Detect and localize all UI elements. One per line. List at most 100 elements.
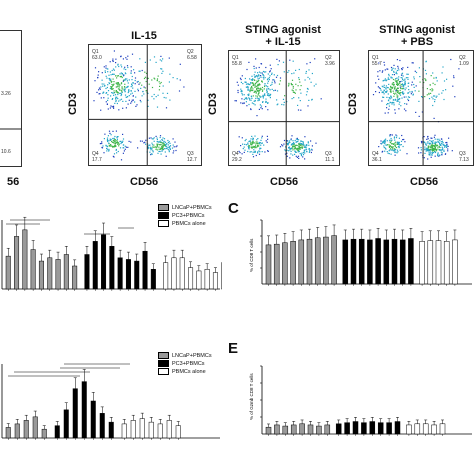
flow-dot: [249, 91, 251, 93]
flow-dot: [258, 75, 260, 77]
flow-dot: [433, 136, 435, 138]
flow-dot: [384, 141, 386, 143]
flow-dot: [289, 141, 291, 143]
flow-dot: [109, 71, 111, 73]
flow-dot: [266, 79, 269, 81]
flow-dot: [114, 135, 116, 138]
flow-dot: [427, 146, 430, 148]
flow-dot: [438, 149, 441, 151]
flow-dot: [299, 142, 301, 144]
flow-dot: [132, 95, 134, 97]
flow-dot: [395, 78, 397, 80]
flow-dot: [112, 130, 114, 132]
flow-dot: [250, 144, 252, 146]
flow-dot: [150, 137, 152, 139]
flow-dot: [273, 79, 275, 81]
flow-dot: [302, 143, 304, 145]
flow-dot: [391, 87, 393, 89]
flow-dot: [118, 109, 120, 111]
flow-dot: [397, 79, 399, 81]
flow-dot: [427, 135, 429, 138]
flow-dot: [111, 98, 113, 100]
flow-dot: [114, 94, 117, 96]
flow-dot: [441, 92, 443, 94]
flow-dot: [286, 155, 288, 157]
flow-dot: [434, 138, 436, 140]
flow-dot: [382, 96, 384, 98]
flow-dot: [432, 150, 434, 152]
flow-dot: [390, 77, 392, 79]
flow-dot: [127, 96, 129, 98]
flow-dot: [305, 144, 307, 146]
flow-dot: [292, 91, 294, 93]
quadrant-label-q3: Q3: [187, 151, 194, 157]
flow-dot: [263, 75, 265, 77]
flow-dot: [412, 93, 414, 95]
flow-dot: [122, 133, 124, 135]
flow-dot: [251, 135, 253, 137]
flow-dot: [308, 99, 310, 101]
flow-dot: [382, 150, 384, 152]
flow-dot: [388, 97, 390, 99]
flow-dot: [248, 103, 250, 106]
flow-dot: [297, 139, 299, 141]
flow-dot: [410, 93, 412, 95]
quadrant-label-q4: Q4: [92, 151, 99, 157]
flow-dot: [291, 143, 293, 145]
flow-dot: [303, 144, 305, 146]
flow-dot: [436, 144, 439, 146]
flow-dot: [103, 152, 105, 154]
flow-dot: [309, 78, 311, 80]
flow-dot: [139, 58, 141, 60]
flow-dot: [279, 146, 282, 148]
flow-dot: [251, 144, 253, 146]
flow-dot: [249, 98, 251, 100]
flow-dot: [298, 77, 300, 79]
flow-dot: [430, 156, 432, 158]
flow-dot: [169, 147, 171, 149]
flow-dot: [156, 139, 158, 141]
flow-dot: [429, 153, 431, 155]
flow-dot: [253, 74, 255, 76]
flow-dot: [415, 85, 417, 87]
flow-dot: [156, 147, 158, 149]
flow-dot: [433, 147, 435, 149]
bar: [427, 240, 434, 285]
flow-dot: [260, 76, 262, 78]
flow-dot: [393, 71, 395, 73]
flow-dot: [428, 143, 430, 145]
flow-dot: [257, 87, 259, 89]
flow-dot: [434, 101, 436, 103]
flow-dot: [437, 155, 439, 157]
flow-dot: [387, 152, 389, 154]
flow-dot: [106, 77, 108, 79]
flow-dot: [386, 104, 388, 106]
flow-dot: [114, 143, 116, 145]
flow-dot: [386, 144, 388, 146]
flow-dot: [394, 146, 396, 148]
bar: [23, 420, 29, 439]
flow-dot: [119, 89, 121, 91]
flow-dot: [431, 151, 433, 154]
flow-dot: [253, 67, 255, 70]
flow-dot: [261, 72, 263, 74]
flow-dot: [143, 93, 145, 95]
flow-dot: [248, 140, 251, 142]
flow-dot: [153, 144, 155, 146]
flow-dot: [398, 103, 400, 105]
flow-dot: [381, 100, 383, 102]
bar: [101, 234, 107, 290]
flow-dot: [118, 143, 120, 145]
bar: [361, 422, 367, 435]
flow-dot: [156, 149, 158, 151]
flow-dot: [290, 150, 292, 152]
flow-dot: [106, 150, 108, 152]
flow-dot: [162, 146, 164, 148]
flow-dot: [395, 89, 397, 92]
flow-dot: [275, 76, 278, 78]
flow-dot: [435, 77, 437, 79]
flow-dot: [130, 72, 132, 74]
flow-dot: [394, 150, 396, 152]
flow-dot: [256, 146, 258, 148]
quadrant-label-q2: Q2: [325, 55, 332, 61]
